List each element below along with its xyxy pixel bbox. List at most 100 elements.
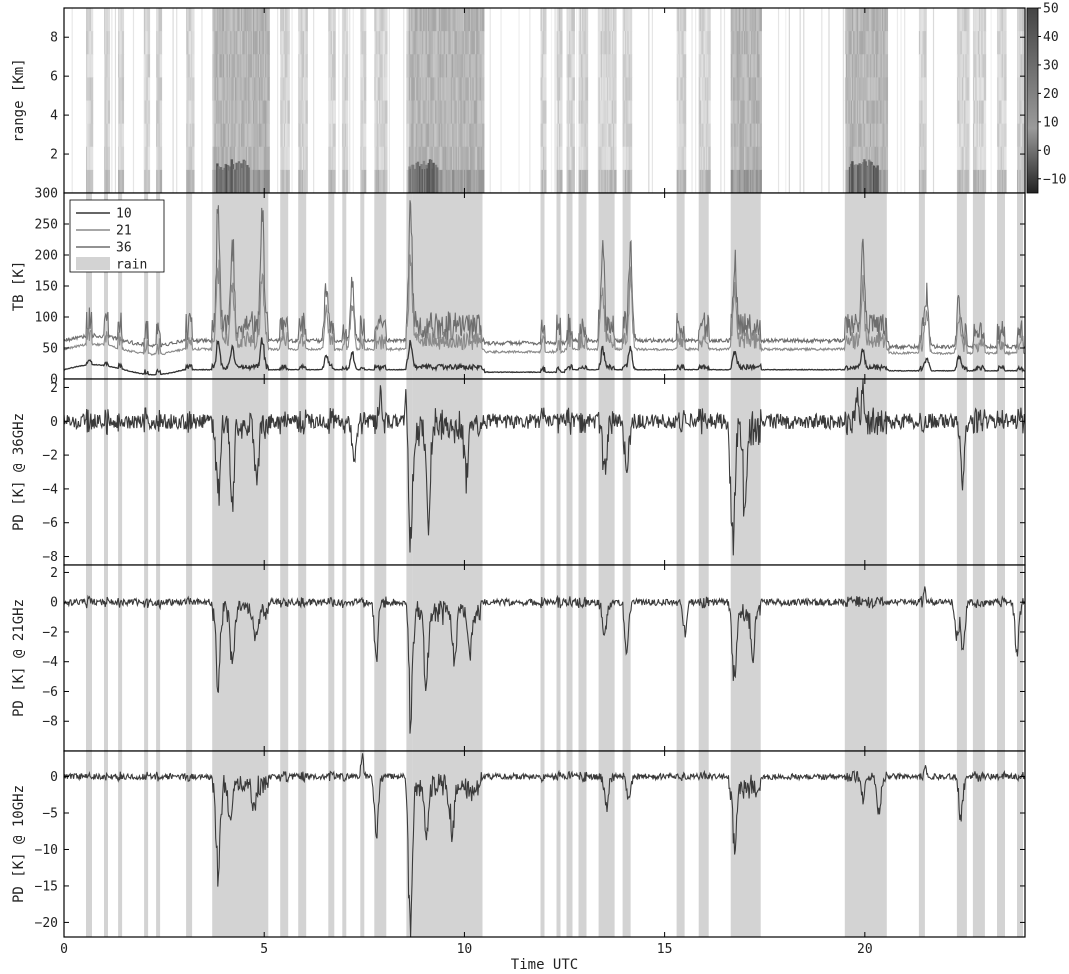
rain-band bbox=[144, 379, 149, 565]
rain-band bbox=[918, 751, 925, 937]
y-tick-label: 0 bbox=[50, 596, 58, 611]
pd-series-4 bbox=[64, 753, 1025, 937]
rain-band bbox=[1017, 565, 1023, 751]
rain-band bbox=[676, 751, 685, 937]
y-tick-label: 250 bbox=[35, 218, 58, 233]
rain-band bbox=[918, 565, 925, 751]
rain-band bbox=[298, 565, 307, 751]
rain-band bbox=[622, 193, 631, 379]
rain-band bbox=[540, 751, 545, 937]
rain-band bbox=[1017, 751, 1023, 937]
rain-band bbox=[144, 193, 149, 379]
x-tick-label: 15 bbox=[657, 942, 673, 957]
rain-band bbox=[144, 751, 149, 937]
rain-band bbox=[540, 193, 545, 379]
rain-band bbox=[342, 565, 347, 751]
x-axis-label: Time UTC bbox=[511, 957, 578, 973]
rain-band bbox=[374, 193, 387, 379]
y-axis-label: PD [K] @ 36GHz bbox=[11, 413, 27, 531]
rain-band bbox=[598, 379, 615, 565]
x-tick-label: 5 bbox=[260, 942, 268, 957]
rain-band bbox=[156, 379, 161, 565]
rain-band bbox=[566, 379, 573, 565]
rain-band bbox=[298, 193, 307, 379]
rain-band bbox=[578, 193, 587, 379]
y-tick-label: −6 bbox=[42, 685, 58, 700]
rain-band bbox=[844, 379, 887, 565]
rain-band bbox=[360, 193, 365, 379]
colorbar-tick-label: −10 bbox=[1043, 172, 1066, 187]
pd-series-3 bbox=[64, 586, 1025, 734]
rain-band bbox=[374, 565, 387, 751]
y-tick-label: −2 bbox=[42, 449, 58, 464]
rain-band bbox=[360, 565, 365, 751]
rain-band bbox=[118, 193, 123, 379]
y-tick-label: −6 bbox=[42, 516, 58, 531]
rain-band bbox=[997, 379, 1005, 565]
range-heatmap bbox=[64, 8, 1025, 193]
rain-band bbox=[698, 751, 709, 937]
rain-band bbox=[622, 565, 631, 751]
y-tick-label: 0 bbox=[50, 415, 58, 430]
y-tick-label: −8 bbox=[42, 715, 58, 730]
rain-band bbox=[186, 751, 193, 937]
rain-band bbox=[730, 379, 761, 565]
y-tick-label: −5 bbox=[42, 807, 58, 822]
x-tick-label: 0 bbox=[60, 942, 68, 957]
colorbar-tick-label: 30 bbox=[1043, 58, 1059, 73]
y-axis-label: range [Km] bbox=[11, 58, 27, 142]
rain-band bbox=[956, 565, 967, 751]
rain-band bbox=[86, 751, 92, 937]
rain-band bbox=[342, 193, 347, 379]
rain-band bbox=[104, 565, 108, 751]
rain-band bbox=[698, 193, 709, 379]
rain-band bbox=[972, 379, 985, 565]
y-tick-label: 0 bbox=[50, 373, 58, 388]
rain-band bbox=[956, 751, 967, 937]
y-axis-label: PD [K] @ 21GHz bbox=[11, 599, 27, 717]
rain-band bbox=[412, 379, 483, 565]
tb-series-10 bbox=[64, 337, 1025, 376]
y-tick-label: 0 bbox=[50, 770, 58, 785]
rain-band bbox=[118, 565, 123, 751]
rain-band bbox=[104, 751, 108, 937]
rain-band bbox=[212, 565, 269, 751]
rain-band bbox=[406, 565, 413, 751]
rain-band bbox=[328, 565, 335, 751]
rain-band bbox=[328, 193, 335, 379]
rain-band bbox=[556, 565, 561, 751]
y-axis-label: TB [K] bbox=[11, 261, 27, 312]
rain-band bbox=[342, 751, 347, 937]
tb-series-21 bbox=[64, 254, 1025, 357]
rain-band bbox=[186, 193, 193, 379]
rain-band bbox=[540, 379, 545, 565]
rain-band bbox=[997, 751, 1005, 937]
y-tick-label: −8 bbox=[42, 550, 58, 565]
tb-series-36 bbox=[64, 200, 1025, 351]
rain-band bbox=[412, 751, 483, 937]
rain-band bbox=[280, 193, 289, 379]
rain-band bbox=[972, 751, 985, 937]
rain-band bbox=[298, 751, 307, 937]
rain-band bbox=[406, 751, 413, 937]
rain-band bbox=[412, 565, 483, 751]
y-tick-label: 2 bbox=[50, 148, 58, 163]
colorbar-tick-label: 20 bbox=[1043, 87, 1059, 102]
y-tick-label: 300 bbox=[35, 187, 58, 202]
rain-band bbox=[556, 193, 561, 379]
rain-band bbox=[360, 379, 365, 565]
rain-band bbox=[118, 379, 123, 565]
y-tick-label: 50 bbox=[42, 342, 58, 357]
rain-band bbox=[676, 565, 685, 751]
rain-band bbox=[698, 379, 709, 565]
panel-frame bbox=[63, 750, 1026, 938]
rain-band bbox=[676, 379, 685, 565]
y-axis-label: PD [K] @ 10GHz bbox=[11, 785, 27, 903]
rain-band bbox=[86, 379, 92, 565]
rain-band bbox=[280, 379, 289, 565]
rain-band bbox=[374, 379, 387, 565]
legend-label: 36 bbox=[116, 241, 132, 256]
rain-band bbox=[186, 565, 193, 751]
legend-label: 21 bbox=[116, 224, 132, 239]
rain-band bbox=[360, 751, 365, 937]
